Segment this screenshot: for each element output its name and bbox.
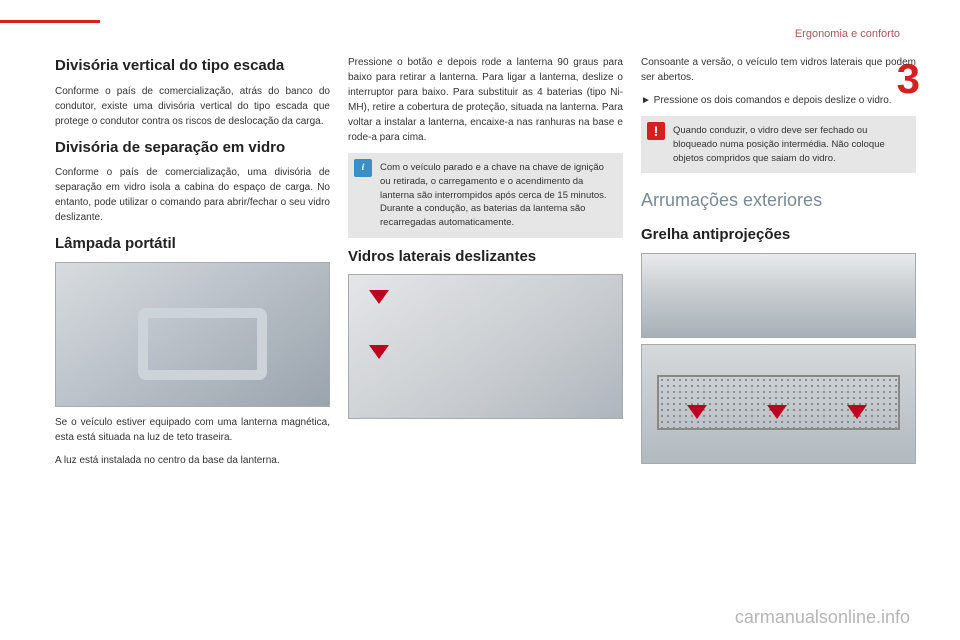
column-1: Divisória vertical do tipo escada Confor… [55, 55, 330, 476]
column-3: Consoante a versão, o veículo tem vidros… [641, 55, 916, 476]
arrow-icon [767, 405, 787, 419]
grille-pattern [657, 375, 900, 430]
arrow-icon [847, 405, 867, 419]
heading-lampada: Lâmpada portátil [55, 233, 330, 256]
arrow-icon [687, 405, 707, 419]
image-grille-bottom [641, 344, 916, 464]
watermark: carmanualsonline.info [735, 607, 910, 628]
text-lampada-1: Se o veículo estiver equipado com uma la… [55, 415, 330, 445]
text-lampada-2: A luz está instalada no centro da base d… [55, 453, 330, 468]
heading-grelha: Grelha antiprojeções [641, 224, 916, 247]
image-sliding-window [348, 274, 623, 419]
header-red-bar [0, 20, 100, 23]
image-lamp [55, 262, 330, 407]
info-box-lanterna: i Com o veículo parado e a chave na chav… [348, 153, 623, 238]
info-text: Com o veículo parado e a chave na chave … [380, 162, 607, 228]
text-lanterna-instructions: Pressione o botão e depois rode a lanter… [348, 55, 623, 145]
column-2: Pressione o botão e depois rode a lanter… [348, 55, 623, 476]
image-grille-top [641, 253, 916, 338]
header-section-label: Ergonomia e conforto [795, 28, 900, 40]
content-area: Divisória vertical do tipo escada Confor… [55, 55, 905, 476]
warning-box-vidro: ! Quando conduzir, o vidro deve ser fech… [641, 116, 916, 173]
info-icon: i [354, 159, 372, 177]
text-vidros-1: Consoante a versão, o veículo tem vidros… [641, 55, 916, 85]
heading-divisoria-vidro: Divisória de separação em vidro [55, 137, 330, 160]
heading-divisoria-escada: Divisória vertical do tipo escada [55, 55, 330, 78]
heading-arrumacoes: Arrumações exteriores [641, 187, 916, 214]
heading-vidros-laterais: Vidros laterais deslizantes [348, 246, 623, 269]
text-divisoria-escada: Conforme o país de comercialização, atrá… [55, 84, 330, 129]
text-vidros-2: ► Pressione os dois comandos e depois de… [641, 93, 916, 108]
warning-text: Quando conduzir, o vidro deve ser fechad… [673, 125, 885, 164]
warning-icon: ! [647, 122, 665, 140]
text-divisoria-vidro: Conforme o país de comercialização, uma … [55, 165, 330, 225]
